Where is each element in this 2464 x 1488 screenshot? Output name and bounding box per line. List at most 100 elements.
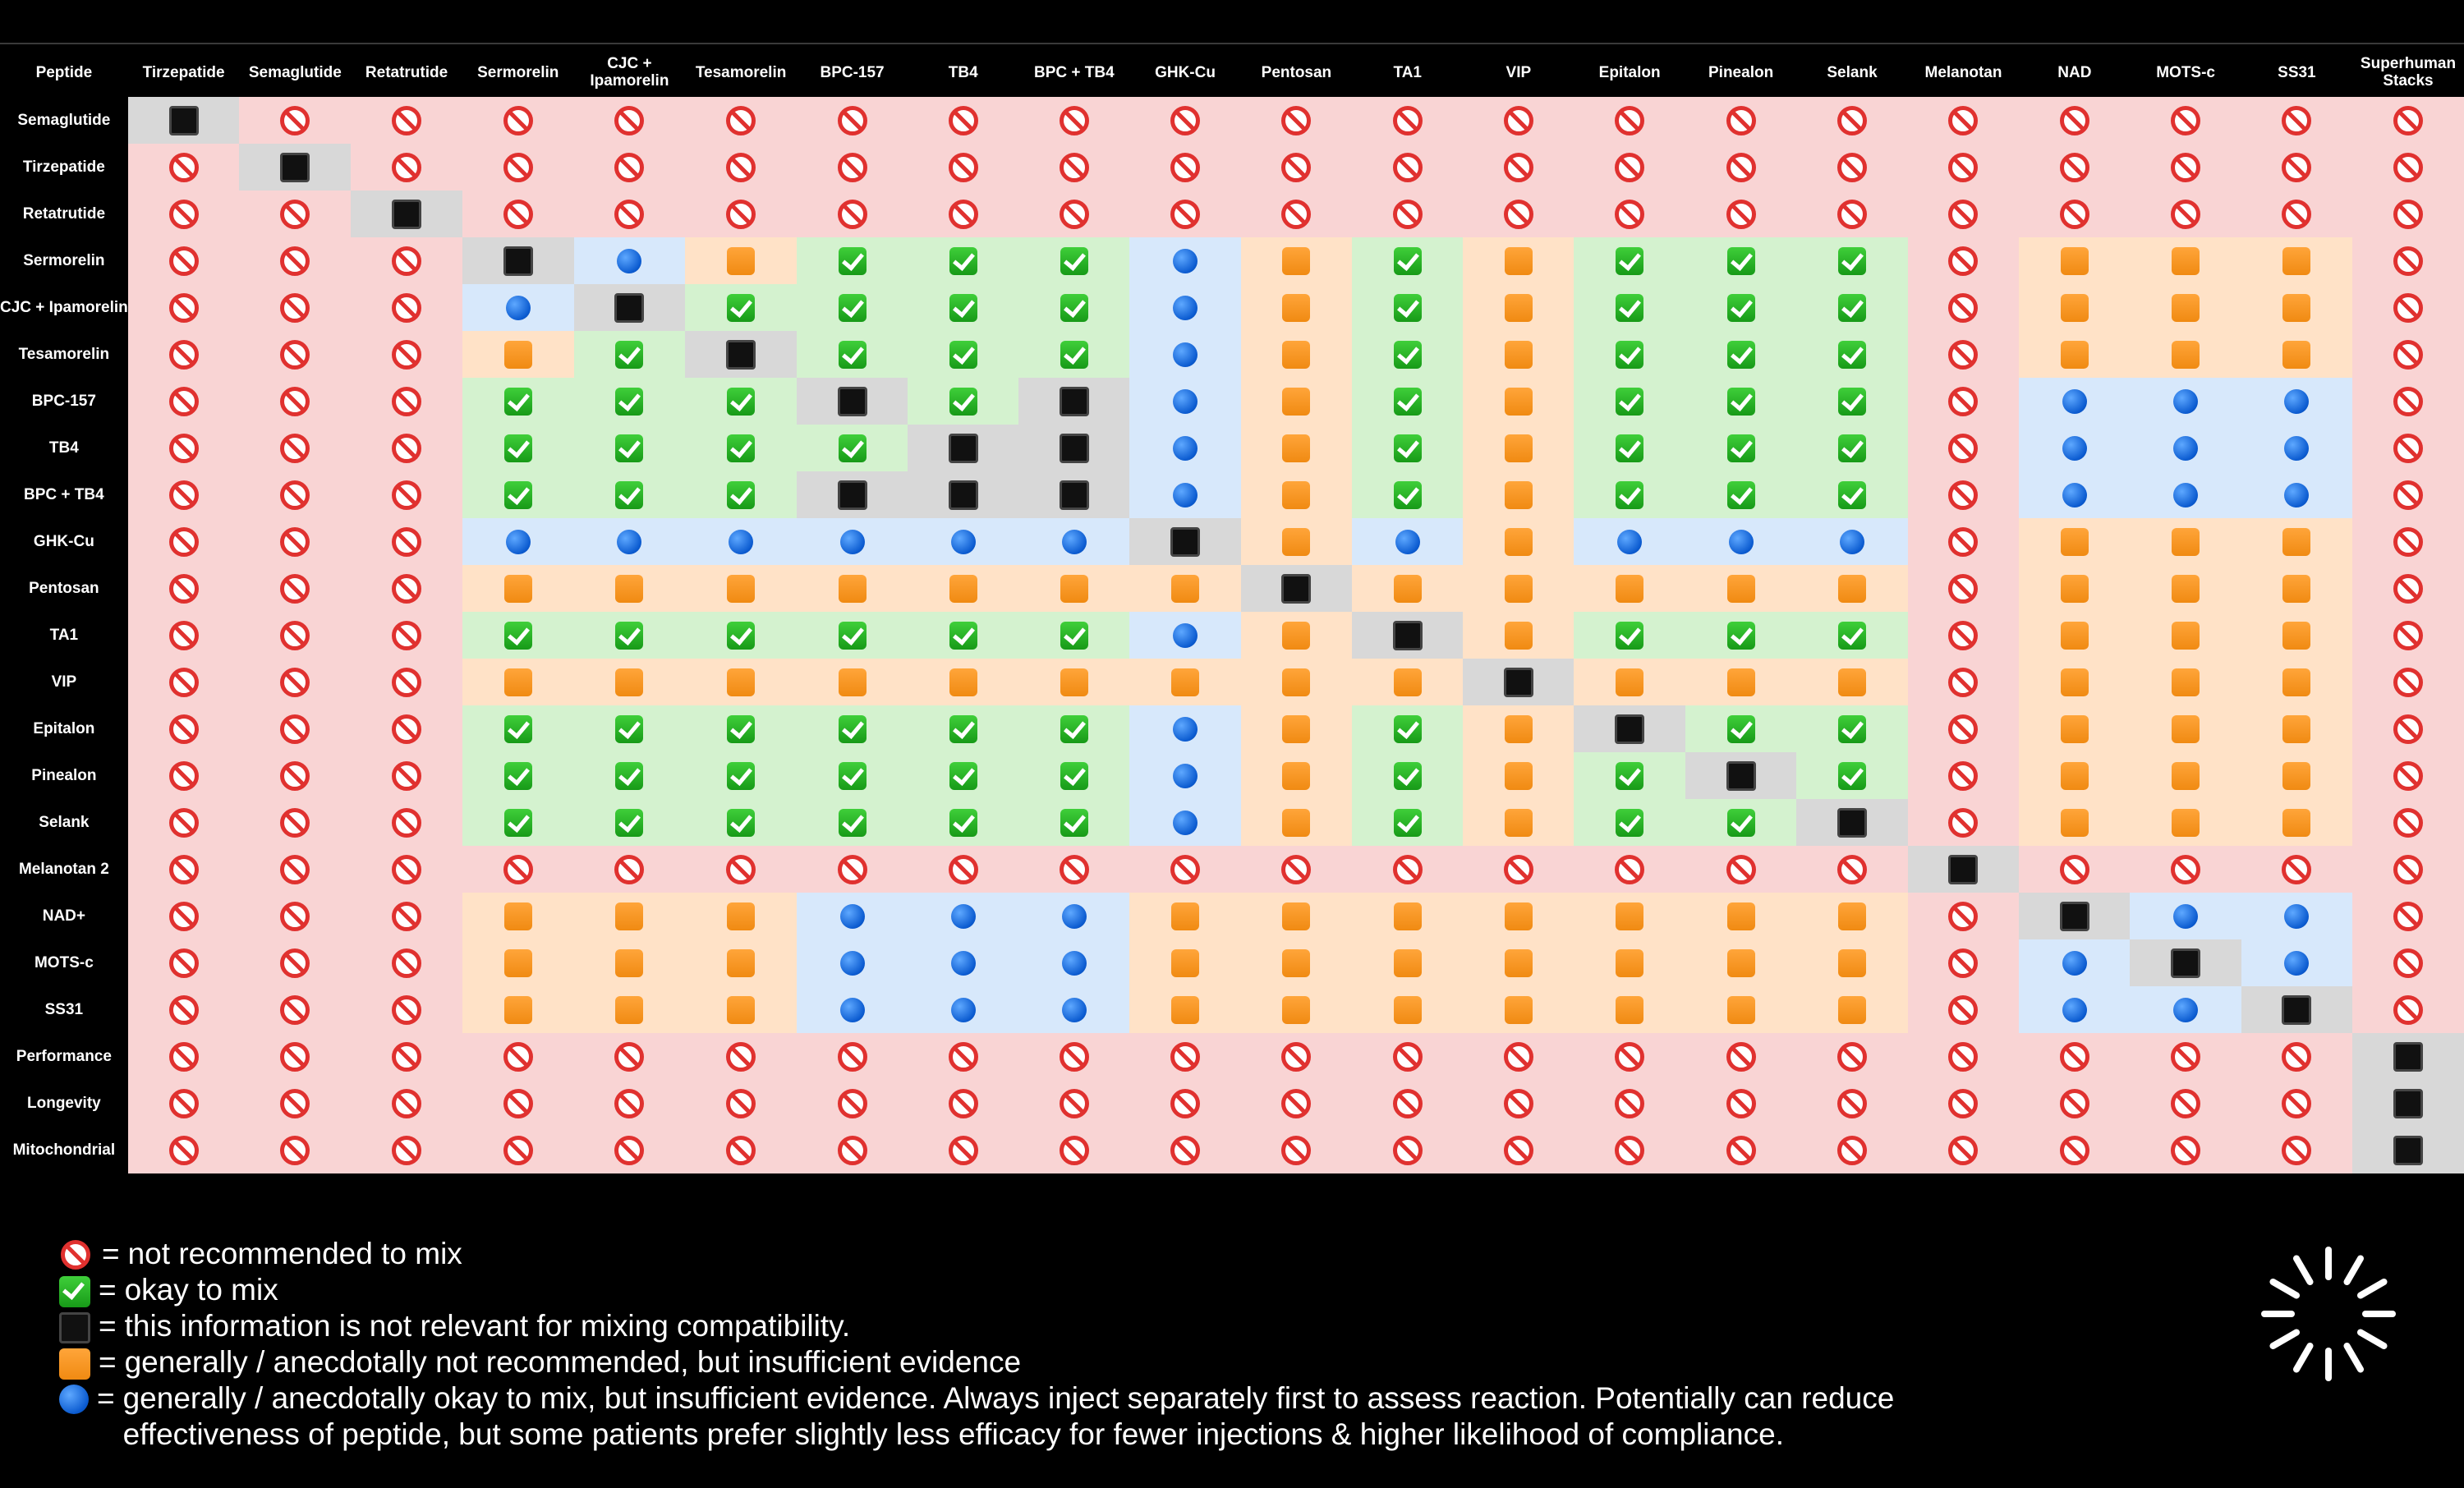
table-row: Pinealon (0, 752, 2464, 799)
blue-circle-icon (1173, 295, 1198, 320)
matrix-cell-ok (908, 237, 1019, 284)
matrix-cell-ok (908, 612, 1019, 659)
prohibited-icon (168, 526, 199, 557)
matrix-cell-no (2241, 144, 2352, 191)
prohibited-icon (1392, 199, 1423, 229)
orange-square-icon (727, 574, 756, 603)
matrix-cell-no (1129, 191, 1241, 237)
prohibited-icon (1392, 152, 1423, 182)
matrix-cell-ok (1796, 425, 1908, 471)
prohibited-icon (1281, 1088, 1312, 1118)
legend-item-generally-not: = generally / anecdotally not recommende… (59, 1344, 2001, 1380)
matrix-cell-warn (2241, 284, 2352, 331)
prohibited-icon (2393, 105, 2423, 135)
matrix-cell-maybe (2241, 471, 2352, 518)
matrix-cell-ok (573, 425, 686, 471)
matrix-cell-no (1574, 846, 1685, 893)
matrix-cell-warn (1463, 752, 1574, 799)
check-mark-icon (1393, 387, 1422, 416)
check-mark-icon (1726, 434, 1755, 462)
matrix-cell-maybe (2019, 471, 2131, 518)
matrix-cell-no (1463, 1127, 1574, 1173)
prohibited-icon (503, 199, 533, 229)
matrix-cell-no (573, 97, 686, 144)
matrix-cell-warn (2241, 705, 2352, 752)
matrix-cell-warn (908, 659, 1019, 705)
matrix-cell-no (1463, 144, 1574, 191)
matrix-cell-no (239, 846, 352, 893)
matrix-cell-no (2019, 144, 2131, 191)
column-header: Superhuman Stacks (2351, 48, 2464, 97)
prohibited-icon (2393, 480, 2423, 510)
prohibited-icon (280, 807, 310, 838)
prohibited-icon (2171, 152, 2201, 182)
matrix-cell-warn (1463, 237, 1574, 284)
matrix-cell-no (2241, 191, 2352, 237)
matrix-cell-no (2351, 97, 2464, 144)
prohibited-icon (280, 573, 310, 604)
matrix-cell-no (2351, 612, 2464, 659)
matrix-cell-ok (685, 284, 797, 331)
matrix-cell-ok (1352, 331, 1464, 378)
matrix-cell-warn (2019, 705, 2131, 752)
prohibited-icon (168, 246, 199, 276)
matrix-cell-no (239, 1033, 352, 1080)
orange-square-icon (1838, 574, 1866, 603)
row-header: TB4 (0, 425, 128, 471)
orange-square-icon (949, 574, 977, 603)
row-header: GHK-Cu (0, 518, 128, 565)
matrix-cell-warn (2130, 284, 2241, 331)
orange-square-icon (1282, 714, 1311, 743)
matrix-cell-ok (1685, 705, 1797, 752)
orange-square-icon (2172, 808, 2200, 837)
matrix-cell-warn (685, 893, 797, 939)
column-header: Semaglutide (239, 48, 352, 97)
blue-circle-icon (2284, 435, 2310, 461)
matrix-cell-no (1129, 1127, 1241, 1173)
prohibited-icon (392, 292, 422, 323)
prohibited-icon (392, 760, 422, 791)
matrix-cell-no (1352, 1127, 1464, 1173)
legend-equals: = (99, 1345, 117, 1379)
matrix-cell-warn (2130, 659, 2241, 705)
prohibited-icon (168, 1088, 199, 1118)
matrix-cell-no (1240, 1127, 1353, 1173)
table-row: Epitalon (0, 705, 2464, 752)
table-row: Sermorelin (0, 237, 2464, 284)
matrix-cell-warn (2130, 705, 2241, 752)
orange-square-icon (1504, 246, 1533, 275)
orange-square-icon (1282, 434, 1311, 462)
orange-square-icon (2172, 340, 2200, 369)
blue-circle-icon (1173, 810, 1198, 835)
orange-square-icon (1838, 995, 1866, 1024)
orange-square-icon (727, 668, 756, 696)
prohibited-icon (1281, 152, 1312, 182)
matrix-cell-ok (1796, 752, 1908, 799)
matrix-cell-no (1240, 97, 1353, 144)
black-square-icon (948, 480, 978, 510)
prohibited-icon (392, 807, 422, 838)
matrix-cell-warn (1685, 986, 1797, 1033)
prohibited-icon (2171, 105, 2201, 135)
matrix-cell-no (2019, 1033, 2131, 1080)
matrix-cell-no (796, 191, 908, 237)
check-mark-icon (503, 480, 532, 509)
matrix-cell-ok (1018, 331, 1130, 378)
matrix-cell-no (239, 799, 352, 846)
orange-square-icon (949, 668, 977, 696)
matrix-cell-warn (1685, 893, 1797, 939)
prohibited-icon (948, 1041, 978, 1072)
matrix-cell-no (351, 799, 462, 846)
prohibited-icon (1615, 105, 1645, 135)
column-header: GHK-Cu (1129, 48, 1241, 97)
blue-circle-icon (2284, 950, 2310, 976)
prohibited-icon (392, 1135, 422, 1165)
matrix-cell-warn (462, 939, 574, 986)
matrix-cell-na (908, 425, 1019, 471)
matrix-cell-no (351, 939, 462, 986)
prohibited-icon (837, 1088, 867, 1118)
prohibited-icon (392, 480, 422, 510)
prohibited-icon (1170, 199, 1201, 229)
prohibited-icon (948, 152, 978, 182)
matrix-cell-no (2351, 799, 2464, 846)
